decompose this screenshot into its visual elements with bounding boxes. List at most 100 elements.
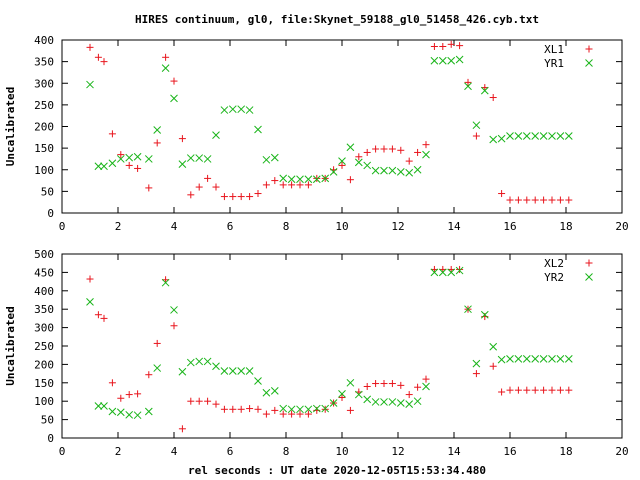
y-tick-label: 400 — [34, 34, 54, 47]
data-point — [372, 380, 380, 388]
data-point — [237, 105, 246, 114]
data-point — [153, 364, 162, 372]
data-point — [464, 82, 472, 91]
data-point — [100, 58, 108, 66]
data-point — [133, 152, 142, 161]
y-tick-label: 350 — [34, 56, 54, 69]
data-point — [246, 193, 254, 201]
data-point — [195, 357, 204, 366]
data-point — [372, 145, 380, 153]
data-point — [161, 64, 170, 72]
data-point — [422, 141, 430, 149]
data-point — [254, 377, 262, 385]
data-point — [94, 402, 103, 410]
data-point — [321, 405, 329, 413]
data-point — [489, 135, 498, 144]
data-point — [170, 322, 178, 330]
data-point — [472, 121, 481, 130]
data-point — [212, 400, 220, 408]
data-point — [245, 367, 254, 375]
data-point — [338, 389, 346, 398]
data-point — [117, 151, 125, 159]
x-tick-label: 12 — [391, 220, 404, 233]
data-point — [556, 355, 565, 363]
data-point — [195, 397, 203, 405]
data-point — [363, 395, 372, 404]
y-tick-label: 250 — [34, 99, 54, 112]
data-point — [237, 405, 245, 413]
data-point — [321, 174, 330, 183]
data-point — [108, 130, 116, 138]
data-point — [439, 42, 447, 50]
data-point — [270, 153, 279, 162]
data-point — [388, 145, 396, 153]
data-point — [262, 155, 271, 164]
legend-label: XL2 — [544, 257, 564, 270]
x-tick-label: 12 — [391, 445, 404, 458]
data-point — [523, 386, 531, 394]
data-point — [178, 367, 187, 376]
data-point — [346, 378, 355, 387]
data-point — [523, 196, 531, 204]
data-point — [220, 106, 229, 114]
data-point — [540, 386, 548, 394]
data-point — [346, 143, 355, 152]
x-tick-label: 2 — [115, 445, 122, 458]
data-point — [405, 168, 414, 177]
data-point — [220, 405, 228, 413]
data-point — [338, 161, 346, 169]
data-point — [228, 367, 237, 375]
data-point — [133, 411, 142, 420]
data-point — [363, 148, 371, 156]
x-tick-label: 18 — [559, 445, 572, 458]
data-point — [116, 408, 125, 417]
data-point — [514, 386, 522, 394]
y-tick-label: 150 — [34, 142, 54, 155]
data-point — [556, 386, 564, 394]
data-point — [229, 405, 237, 413]
x-tick-label: 14 — [447, 445, 461, 458]
data-point — [170, 94, 178, 103]
plot-frame — [61, 253, 623, 439]
data-point — [187, 191, 195, 199]
data-point — [556, 196, 564, 204]
data-point — [271, 177, 279, 185]
data-point — [329, 399, 338, 407]
data-point — [405, 391, 413, 399]
plot-frame — [61, 39, 623, 214]
data-point — [270, 387, 279, 395]
data-point — [380, 398, 388, 406]
data-point — [117, 394, 125, 402]
data-point — [371, 166, 380, 175]
y-axis-label: Uncalibrated — [4, 87, 17, 166]
x-tick-label: 20 — [615, 445, 628, 458]
data-point — [430, 56, 439, 65]
data-point — [413, 165, 422, 174]
data-point — [195, 154, 204, 162]
x-tick-label: 4 — [171, 445, 178, 458]
data-point — [514, 132, 523, 140]
y-tick-label: 350 — [34, 303, 54, 316]
x-tick-label: 0 — [59, 220, 66, 233]
data-point — [94, 53, 102, 61]
legend-marker — [585, 45, 593, 53]
data-point — [540, 196, 548, 204]
data-point — [86, 80, 94, 89]
x-tick-label: 4 — [171, 220, 178, 233]
data-point — [279, 410, 287, 418]
data-point — [145, 184, 153, 192]
data-point — [522, 355, 531, 363]
data-point — [548, 386, 556, 394]
x-tick-label: 0 — [59, 445, 66, 458]
data-point — [162, 53, 170, 61]
data-point — [564, 355, 573, 363]
data-point — [405, 157, 413, 165]
data-point — [355, 153, 363, 161]
data-point — [100, 162, 108, 171]
data-point — [296, 410, 304, 418]
data-point — [531, 132, 540, 140]
data-point — [304, 175, 313, 184]
data-point — [262, 181, 270, 189]
data-point — [422, 375, 430, 383]
